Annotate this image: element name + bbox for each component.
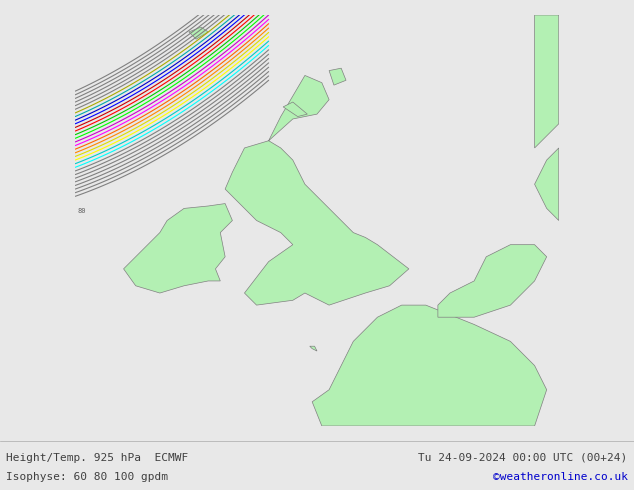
Polygon shape <box>534 15 559 148</box>
Polygon shape <box>438 245 547 317</box>
Polygon shape <box>312 305 547 426</box>
Text: Isophyse: 60 80 100 gpdm: Isophyse: 60 80 100 gpdm <box>6 472 169 482</box>
Polygon shape <box>225 75 409 305</box>
Polygon shape <box>329 68 346 85</box>
Text: 80: 80 <box>77 208 86 214</box>
Text: ©weatheronline.co.uk: ©weatheronline.co.uk <box>493 472 628 482</box>
Polygon shape <box>310 346 317 351</box>
Polygon shape <box>283 102 307 117</box>
Text: Tu 24-09-2024 00:00 UTC (00+24): Tu 24-09-2024 00:00 UTC (00+24) <box>418 453 628 463</box>
Polygon shape <box>124 203 233 293</box>
Polygon shape <box>534 148 559 220</box>
Text: Height/Temp. 925 hPa  ECMWF: Height/Temp. 925 hPa ECMWF <box>6 453 188 463</box>
Polygon shape <box>189 27 208 39</box>
